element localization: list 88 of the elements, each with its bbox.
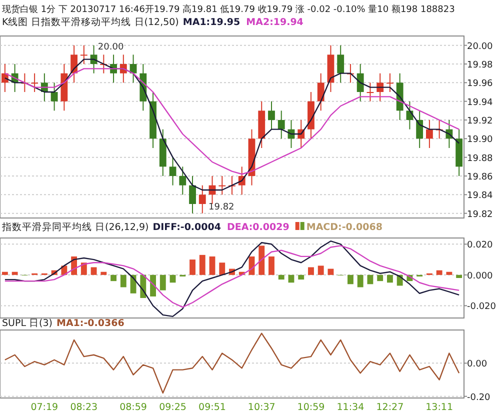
x-tick-label: 10:37 [248,402,276,413]
y-tick-label: 19.94 [467,98,494,108]
bar [12,272,18,275]
y-tick-label: 19.82 [467,210,493,220]
bar [446,272,452,275]
y-tick-label: 19.90 [467,135,494,146]
bar [367,274,374,284]
bar [110,274,116,282]
text: MA1:19.95 [182,17,240,28]
bar [170,274,176,283]
x-tick-label: 11:34 [336,402,364,413]
y-tick-label: 19.98 [467,60,494,70]
candlestick [278,110,285,140]
candlestick [337,44,344,84]
bar [268,256,274,275]
bar [456,274,462,278]
y-tick-label: -0.20 [467,392,491,403]
candlestick [406,100,414,130]
annotation: 20.00 [98,42,124,52]
candlestick [218,176,226,196]
candlestick [189,176,196,214]
candlestick [31,72,38,92]
y-tick-label: 0.000 [467,271,494,282]
bar [288,274,294,283]
candlestick [356,64,364,102]
candlestick [416,110,424,148]
candlestick [268,100,275,130]
bar [209,256,216,275]
y-tick-label: 19.86 [467,172,494,182]
x-tick-label: 08:23 [70,402,98,413]
y-tick-label: 0.00 [467,360,488,370]
x-tick-label: 09:51 [198,402,226,413]
bar [278,274,284,280]
bar [318,266,324,275]
candlestick [386,72,394,92]
x-tick-label: 07:19 [30,402,58,413]
bar [348,274,354,284]
x-tick-label: 12:27 [376,402,404,413]
series-label: DEA:0.0029 [226,222,290,233]
y-tick-label: 19.96 [467,79,494,90]
candlestick [179,166,186,196]
line-series [4,245,460,308]
bar [436,270,442,275]
bar [308,267,314,275]
y-tick-label: 19.84 [467,191,494,202]
text: MA1:-0.0366 [56,318,125,329]
x-tick-label: 09:25 [159,402,186,413]
bar [386,274,393,283]
chart-title: SUPL 日(3) [2,318,52,329]
candlestick [80,44,88,64]
legend-label: MACD:-0.0068 [306,222,383,233]
chart-title: 现货白银 1分 下 20130717 16:46开19.79 高19.81 低19.79 收19.79 涨 -0.02 -0.10% 量10 额198 188823 [2,4,455,15]
line-series [4,240,460,318]
bar [258,246,265,275]
bar [150,274,156,296]
bar [2,272,8,275]
bar [190,260,196,275]
bar [80,262,87,275]
candlestick [50,82,58,112]
candlestick [366,82,374,102]
bar [90,267,97,275]
bar [199,254,206,275]
x-tick-label: 13:11 [426,402,454,413]
y-tick-label: 20.00 [467,42,494,52]
bar [377,274,384,282]
candlestick [317,72,324,112]
y-tick-label: 0.020 [467,240,494,251]
bar [100,272,107,275]
text: DIFF:-0.0004 [152,222,222,233]
annotation: 19.82 [208,202,234,212]
chart-subtitle: K线图 日指数平滑移动平均线 日(12,50) [2,16,179,28]
x-tick-label: 08:59 [120,402,147,413]
bar [219,262,226,275]
text: MA2:19.94 [246,17,304,28]
y-tick-label: 19.88 [467,154,494,164]
bar [120,274,126,288]
candlestick [198,184,206,214]
x-tick-label: 10:59 [297,402,325,413]
y-tick-label: 19.92 [467,116,493,126]
candlestick [169,156,176,186]
candlestick [426,120,433,148]
bar [328,268,334,275]
bar [160,274,166,290]
y-tick-label: -0.020 [467,302,496,312]
bar [298,274,304,280]
chart-title: 指数平滑异同平均线 日(26,12,9) [1,221,149,233]
line-series [4,332,460,394]
bar [357,274,364,288]
